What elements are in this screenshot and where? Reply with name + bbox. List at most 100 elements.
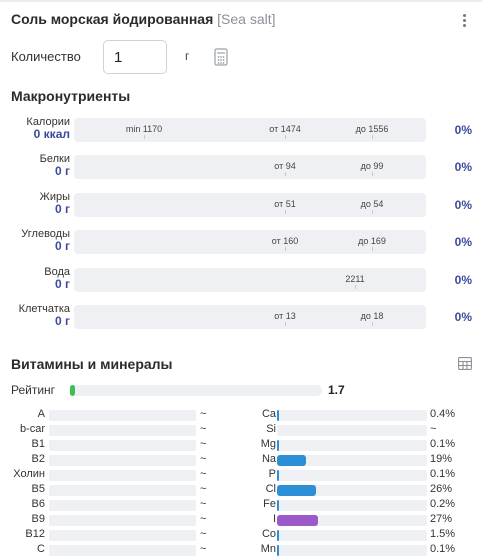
macro-value: 0 ккал — [33, 127, 70, 141]
vitamin-value: ~ — [200, 468, 207, 480]
mineral-fill — [277, 485, 316, 496]
mineral-bar — [277, 515, 427, 526]
mineral-row: Si ~ — [0, 423, 482, 438]
vitamin-row: B2 ~ — [0, 453, 240, 468]
mineral-bar — [277, 485, 427, 496]
vitamin-row: B9 ~ — [0, 513, 240, 528]
vitamin-name: b-car — [19, 423, 45, 435]
vitamin-bar — [49, 425, 196, 436]
mineral-bar — [277, 500, 427, 511]
vitamin-name: B9 — [31, 513, 45, 525]
mineral-name: Ca — [261, 408, 276, 420]
macro-name: Жиры — [39, 191, 70, 203]
vitamin-value: ~ — [200, 513, 207, 525]
micros-heading: Витамины и минералы — [11, 356, 173, 372]
mineral-name: Mn — [260, 543, 276, 555]
mineral-fill — [277, 500, 279, 511]
macro-value: 0 г — [54, 202, 70, 216]
marker-to: до 1556 — [355, 124, 389, 134]
marker-from: от 51 — [274, 199, 296, 209]
vitamin-bar — [49, 485, 196, 496]
product-title-en: [Sea salt] — [217, 11, 276, 27]
vitamin-value: ~ — [200, 543, 207, 555]
vitamin-name: B12 — [25, 528, 45, 540]
vitamin-bar — [49, 440, 196, 451]
mineral-row: Ca 0.4% — [0, 408, 482, 423]
mineral-value: 0.4% — [430, 408, 456, 420]
mineral-fill — [277, 455, 306, 466]
mineral-fill — [277, 440, 279, 451]
vitamin-row: b-car ~ — [0, 423, 240, 438]
vitamin-row: B5 ~ — [0, 483, 240, 498]
macro-row-water: Вода 0 г 2211 0% — [0, 266, 482, 293]
macro-row-calories: Калории 0 ккал min 1170 от 1474 до 1556 … — [0, 116, 482, 143]
macro-name: Калории — [26, 116, 70, 128]
vitamin-name: B2 — [31, 453, 45, 465]
quantity-label: Количество — [11, 49, 81, 64]
vitamin-bar — [49, 530, 196, 541]
vitamin-bar — [49, 410, 196, 421]
macro-row-fiber: Клетчатка 0 г от 13 до 18 0% — [0, 303, 482, 330]
mineral-value: 0.1% — [430, 543, 456, 555]
vitamin-bar — [49, 455, 196, 466]
kebab-menu-icon[interactable] — [456, 10, 472, 30]
mineral-name: P — [268, 468, 276, 480]
mineral-name: Fe — [263, 498, 276, 510]
vitamin-row: C ~ — [0, 543, 240, 558]
quantity-unit: г — [185, 49, 190, 63]
vitamin-value: ~ — [200, 423, 207, 435]
marker-from: от 94 — [274, 161, 296, 171]
mineral-bar — [277, 470, 427, 481]
mineral-row: Mg 0.1% — [0, 438, 482, 453]
mineral-row: Fe 0.2% — [0, 498, 482, 513]
macro-percent: 0% — [454, 198, 472, 212]
product-title-ru: Соль морская йодированная — [11, 11, 214, 27]
marker-to: до 169 — [358, 236, 386, 246]
mineral-bar — [277, 455, 427, 466]
mineral-value: 0.1% — [430, 438, 456, 450]
vitamin-value: ~ — [200, 528, 207, 540]
card-top-border — [0, 0, 482, 2]
marker-from: от 160 — [271, 236, 299, 246]
mineral-fill — [277, 530, 279, 541]
macro-bar: от 51 до 54 — [74, 193, 426, 217]
rating-label: Рейтинг — [11, 383, 56, 397]
macro-bar: от 160 до 169 — [74, 230, 426, 254]
vitamin-value: ~ — [200, 408, 207, 420]
mineral-fill — [277, 410, 279, 421]
calculator-icon[interactable] — [214, 48, 228, 66]
macro-row-fat: Жиры 0 г от 51 до 54 0% — [0, 191, 482, 218]
marker-to: до 54 — [360, 199, 384, 209]
mineral-row: Na 19% — [0, 453, 482, 468]
rating-fill — [70, 385, 75, 396]
mineral-bar — [277, 440, 427, 451]
mineral-value: ~ — [430, 423, 437, 435]
vitamin-value: ~ — [200, 438, 207, 450]
marker-norm: 2211 — [345, 274, 365, 284]
vitamin-name: B5 — [31, 483, 45, 495]
vitamin-name: B1 — [31, 438, 45, 450]
table-icon[interactable] — [458, 357, 472, 370]
mineral-name: Cl — [265, 483, 276, 495]
macro-value: 0 г — [54, 277, 70, 291]
vitamin-row: Холин ~ — [0, 468, 240, 483]
quantity-input[interactable] — [103, 40, 167, 74]
mineral-fill — [277, 470, 279, 481]
mineral-value: 0.2% — [430, 498, 456, 510]
vitamin-value: ~ — [200, 483, 207, 495]
mineral-row: Mn 0.1% — [0, 543, 482, 558]
mineral-value: 26% — [430, 483, 453, 495]
marker-min: min 1170 — [125, 124, 163, 134]
vitamin-name: C — [37, 543, 45, 555]
vitamin-row: B6 ~ — [0, 498, 240, 513]
macro-value: 0 г — [54, 314, 70, 328]
macro-name: Клетчатка — [18, 303, 70, 315]
product-title: Соль морская йодированная [Sea salt] — [11, 11, 276, 27]
mineral-name: Mg — [260, 438, 276, 450]
macro-name: Белки — [39, 153, 70, 165]
mineral-value: 19% — [430, 453, 453, 465]
rating-value: 1.7 — [328, 383, 345, 397]
mineral-value: 0.1% — [430, 468, 456, 480]
macro-name: Углеводы — [21, 228, 70, 240]
vitamin-name: Холин — [13, 468, 45, 480]
